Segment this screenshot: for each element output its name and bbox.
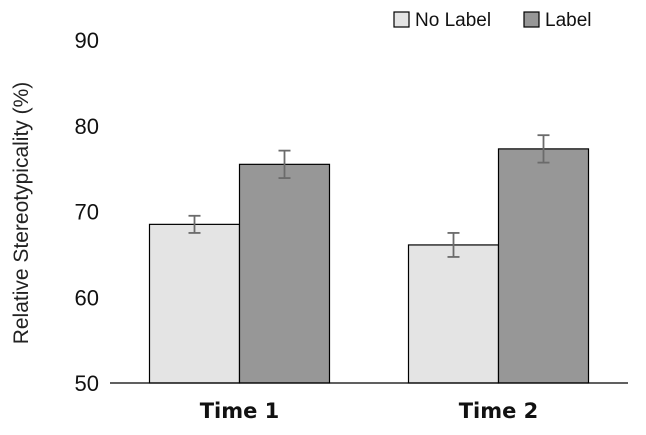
bar-no-label-time-1 xyxy=(148,223,241,384)
x-axis-categories: Time 1 Time 2 xyxy=(200,399,539,423)
legend-swatch xyxy=(523,11,540,28)
y-tick-label: 90 xyxy=(75,28,99,53)
y-tick-label: 80 xyxy=(75,114,99,139)
error-bar xyxy=(188,214,201,234)
legend: No Label Label xyxy=(393,10,592,31)
bar-label-time-2 xyxy=(497,148,590,384)
y-axis-ticks: 50 60 70 80 90 xyxy=(75,28,99,396)
bars xyxy=(148,148,590,384)
y-axis-label: Relative Stereotypicality (%) xyxy=(10,82,33,345)
legend-label: No Label xyxy=(415,10,491,31)
y-tick-label: 60 xyxy=(75,285,99,310)
y-tick-label: 50 xyxy=(75,371,99,396)
bar-label-time-1 xyxy=(238,163,331,384)
x-category-label: Time 2 xyxy=(459,399,539,423)
error-bar xyxy=(278,149,291,179)
y-tick-label: 70 xyxy=(75,200,99,225)
bar-no-label-time-2 xyxy=(407,244,500,384)
legend-label: Label xyxy=(545,10,592,31)
error-bar xyxy=(447,232,460,258)
x-category-label: Time 1 xyxy=(200,399,280,423)
legend-swatch xyxy=(393,11,410,28)
error-bars xyxy=(188,134,550,258)
error-bar xyxy=(537,134,550,164)
